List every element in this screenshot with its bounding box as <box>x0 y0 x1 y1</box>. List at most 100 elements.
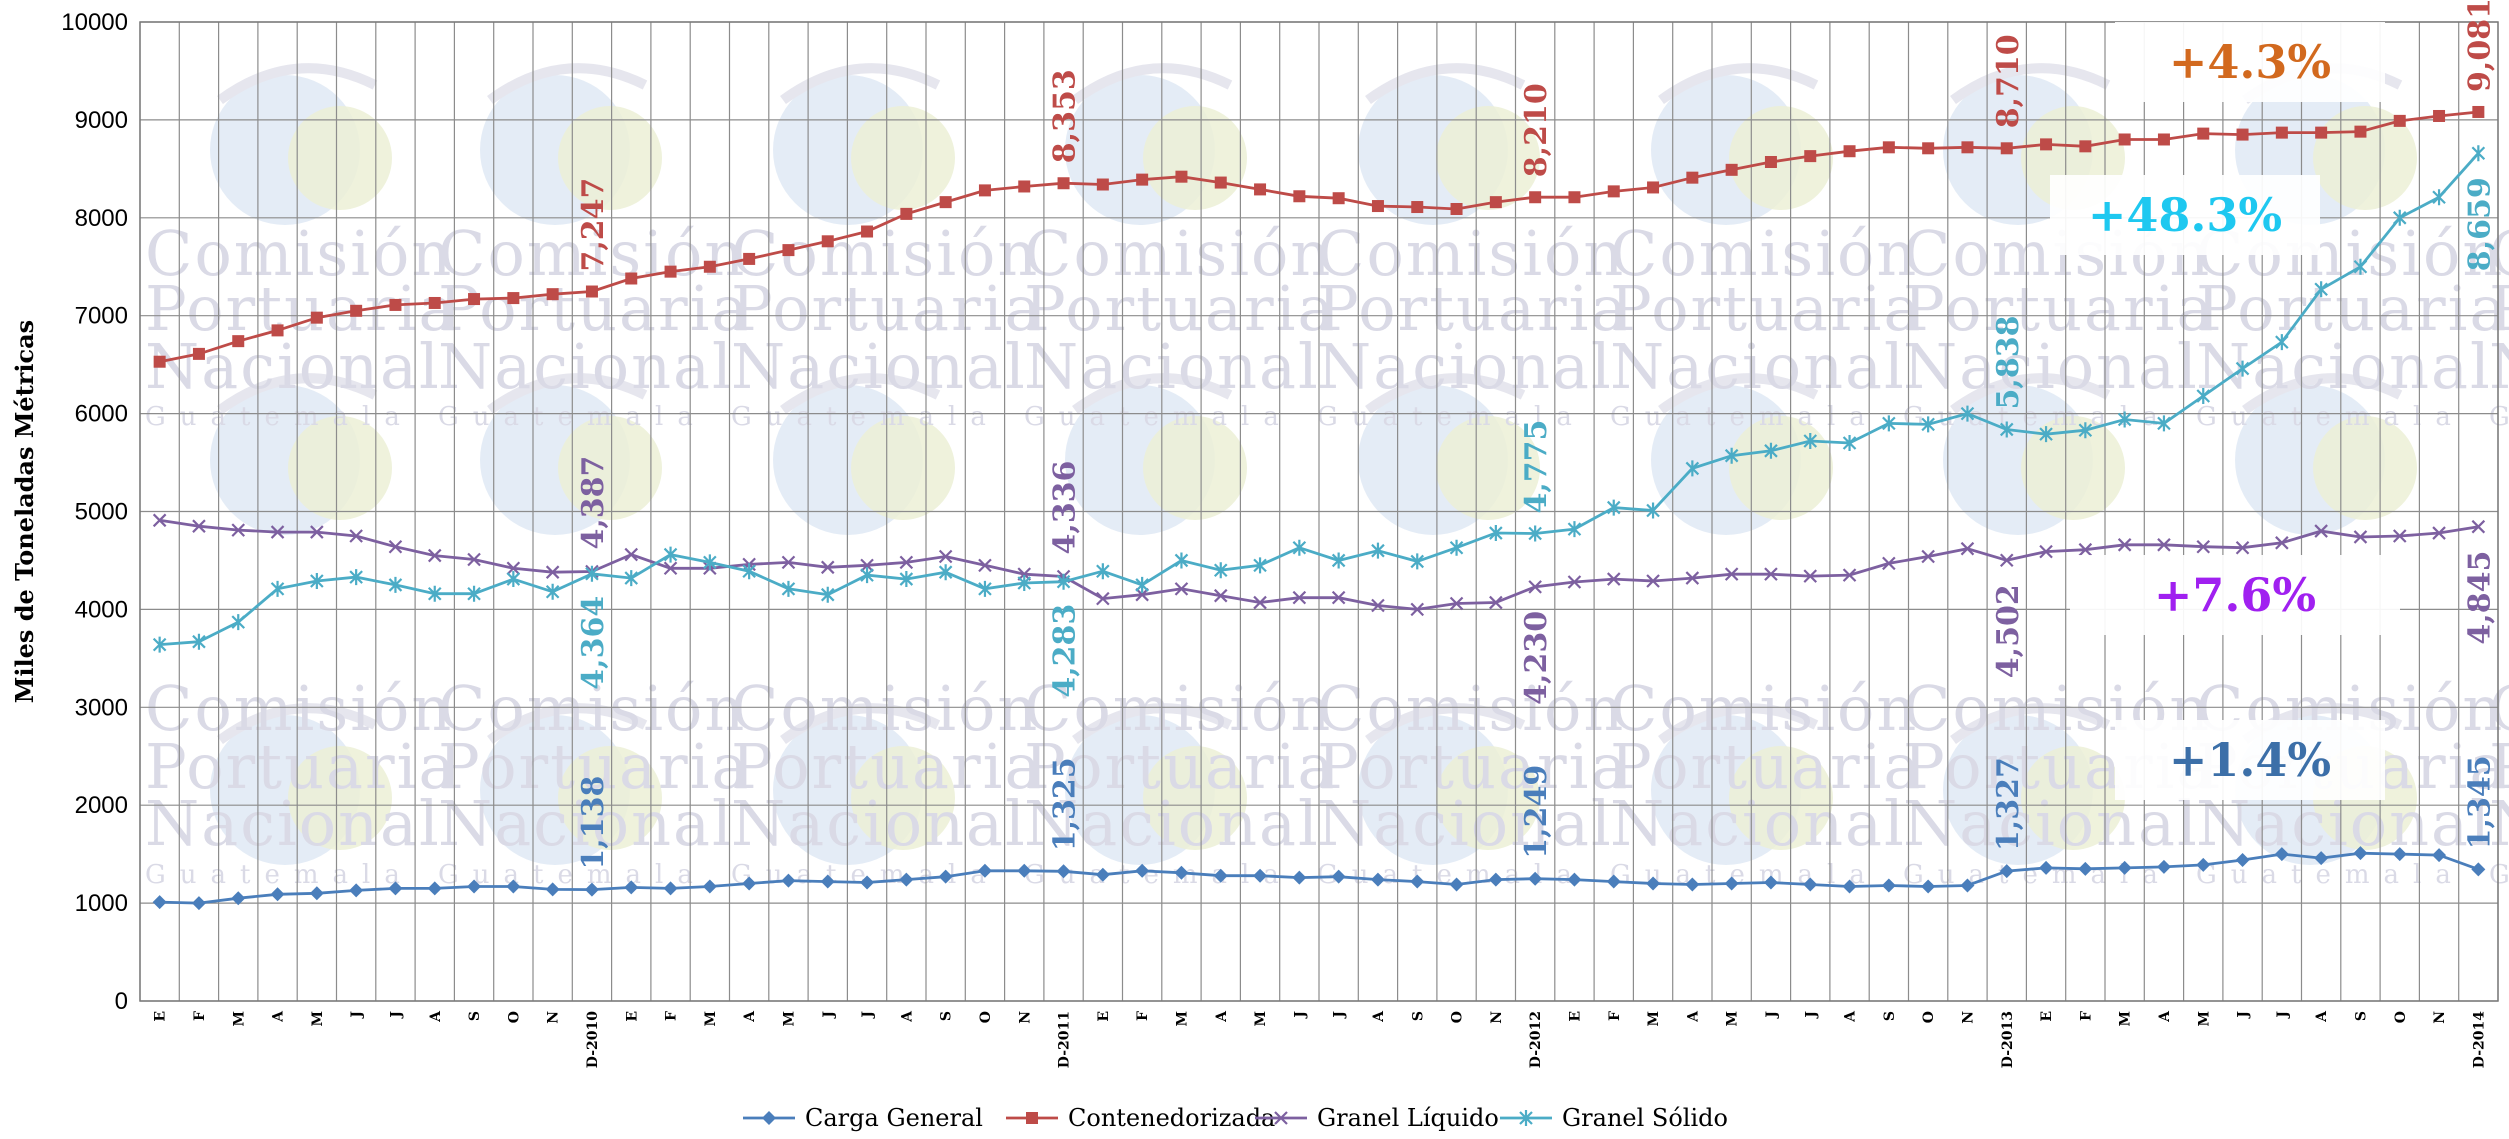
data-point <box>1999 864 2014 879</box>
watermark-logo <box>1358 63 1540 225</box>
gridlines <box>139 21 2499 1002</box>
data-point <box>585 565 599 582</box>
data-point <box>1292 539 1307 556</box>
data-point <box>152 513 167 528</box>
x-tick-label: J <box>1803 1011 1819 1020</box>
data-label: 8,353 <box>1048 69 1083 163</box>
data-point <box>584 882 599 897</box>
watermark-logo-wave <box>1072 703 1233 745</box>
data-point <box>1017 863 1032 878</box>
data-point <box>2039 544 2053 559</box>
data-point <box>545 882 560 897</box>
data-point <box>2117 860 2132 875</box>
data-point <box>585 285 598 298</box>
data-point <box>2236 128 2249 141</box>
data-point <box>1254 183 1267 196</box>
data-point <box>467 585 481 602</box>
data-point <box>192 347 205 360</box>
series-granel-s-lido <box>152 145 2486 653</box>
data-point <box>507 292 520 305</box>
y-axis: 0 1000 2000 3000 4000 5000 6000 7000 8000 9000 100… <box>10 9 128 1015</box>
watermark-text: Comisión <box>145 217 453 290</box>
legend-label: Contenedorizada <box>1068 1104 1275 1132</box>
data-point <box>2196 387 2211 404</box>
data-point <box>2432 189 2446 206</box>
watermark-text: Nacional <box>731 787 1027 860</box>
legend-label: Granel Líquido <box>1317 1104 1499 1132</box>
watermark-logo-sun <box>851 106 955 210</box>
data-point <box>1646 574 1660 588</box>
data-point <box>1921 549 1935 564</box>
data-point <box>1371 542 1385 559</box>
data-point <box>1096 178 1109 191</box>
data-point <box>1450 202 1463 215</box>
data-point <box>1803 877 1818 892</box>
x-tick-label: S <box>1882 1011 1898 1021</box>
change-annotation: +48.3% <box>2050 175 2320 255</box>
data-point <box>270 525 285 539</box>
data-point <box>1057 177 1070 190</box>
watermark-text: Comisión <box>2489 672 2509 745</box>
data-point <box>153 355 166 368</box>
data-point <box>2078 422 2093 439</box>
data-point <box>1803 569 1818 583</box>
data-point <box>1607 185 1620 198</box>
y-tick-label: 7000 <box>75 303 128 330</box>
data-point <box>1174 582 1189 596</box>
watermark-text: Comisión <box>438 672 746 745</box>
data-point <box>2433 109 2446 122</box>
x-tick-label: M <box>703 1011 719 1027</box>
data-point <box>1999 421 2014 438</box>
data-point <box>546 288 559 301</box>
data-point <box>1567 575 1582 589</box>
data-point <box>1332 192 1345 205</box>
legend: Carga General Contenedorizada Granel Líqui… <box>743 1104 1728 1132</box>
data-point <box>191 896 206 911</box>
data-point <box>978 580 992 597</box>
x-tick-label: D-2011 <box>1057 1011 1073 1068</box>
data-point <box>1410 553 1425 570</box>
data-labels: 1,138 1,325 1,249 1,327 1,345 7,247 8,353 8,210… <box>576 0 2497 870</box>
change-annotation: +4.3% <box>2115 22 2385 102</box>
x-tick-label: F <box>1607 1011 1623 1021</box>
watermark-logo-wave <box>217 373 378 415</box>
data-point <box>1449 539 1464 556</box>
watermark-logo <box>480 373 662 535</box>
data-point <box>2117 538 2132 552</box>
annotation-box <box>2115 22 2385 102</box>
data-point <box>1017 574 1032 591</box>
data-point <box>1095 867 1110 882</box>
data-point <box>978 558 992 573</box>
data-point <box>2039 860 2054 875</box>
data-point <box>1488 872 1503 887</box>
data-point <box>1026 1112 1038 1124</box>
watermark-logo <box>1065 373 1247 535</box>
data-point <box>2472 105 2485 118</box>
data-point <box>310 525 324 539</box>
x-tick-label: N <box>1489 1011 1505 1024</box>
data-point <box>506 879 521 894</box>
y-tick-label: 8000 <box>75 205 128 232</box>
x-tick-label: E <box>153 1011 169 1022</box>
data-point <box>2314 524 2328 538</box>
watermark-text: Guatemala <box>1317 402 1586 432</box>
data-point <box>2274 847 2289 862</box>
data-point <box>2314 851 2329 866</box>
watermark-logo <box>210 703 392 865</box>
data-label: 4,230 <box>1519 611 1554 705</box>
data-point <box>1096 563 1110 580</box>
watermark-logo <box>480 703 662 865</box>
data-point <box>860 875 875 890</box>
data-label: 8,710 <box>1991 34 2026 128</box>
data-point <box>624 570 639 587</box>
data-point <box>2392 209 2407 226</box>
data-point <box>1175 170 1188 183</box>
watermark-logo-sun <box>288 416 392 520</box>
data-point <box>2235 360 2250 377</box>
data-point <box>192 519 206 533</box>
data-label: 5,838 <box>1991 316 2026 410</box>
data-point <box>1960 541 1975 556</box>
data-point <box>624 547 639 562</box>
data-point <box>782 244 795 257</box>
watermark-logo-sun <box>558 106 662 210</box>
